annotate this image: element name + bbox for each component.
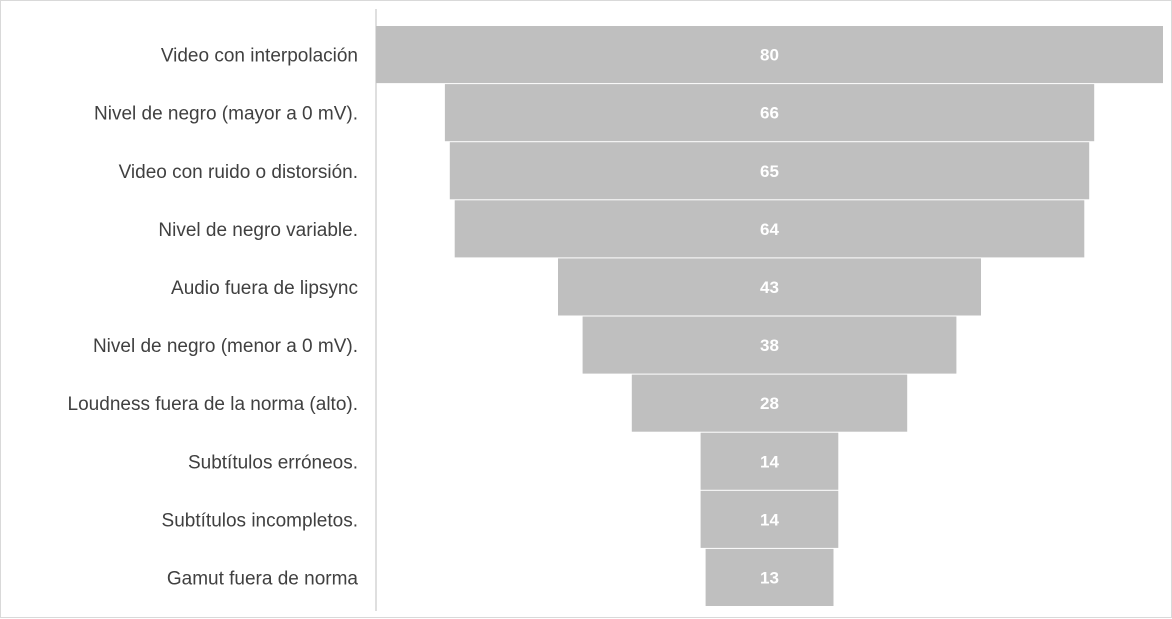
funnel-bar: [631, 374, 908, 432]
category-label: Subtítulos incompletos.: [162, 510, 358, 531]
funnel-bar: [700, 432, 839, 490]
funnel-bar: [444, 84, 1095, 142]
bar-value-label: 80: [760, 46, 779, 65]
bar-value-label: 13: [760, 568, 779, 587]
category-label: Loudness fuera de la norma (alto).: [68, 394, 358, 415]
funnel-bar: [700, 490, 839, 548]
category-label: Nivel de negro (mayor a 0 mV).: [94, 104, 358, 125]
funnel-bar: [376, 26, 1163, 84]
category-label: Subtítulos erróneos.: [188, 452, 358, 473]
funnel-bar: [705, 548, 834, 606]
category-label: Audio fuera de lipsync: [171, 278, 358, 299]
bar-value-label: 38: [760, 336, 779, 355]
bar-value-label: 43: [760, 278, 779, 297]
bar-value-label: 65: [760, 162, 779, 181]
bar-value-label: 64: [760, 220, 779, 239]
funnel-bar: [582, 316, 957, 374]
bar-value-label: 14: [760, 452, 779, 471]
funnel-bar: [558, 258, 981, 316]
category-label: Nivel de negro (menor a 0 mV).: [93, 336, 358, 357]
bar-value-label: 66: [760, 104, 779, 123]
labels-layer: 80 Video con interpolación 66 Nivel de negr…: [68, 46, 780, 590]
funnel-bar: [449, 142, 1090, 200]
funnel-bar: [454, 200, 1085, 258]
bars-layer: [376, 26, 1163, 606]
bar-value-label: 28: [760, 394, 779, 413]
bar-value-label: 14: [760, 510, 779, 529]
category-label: Video con interpolación: [161, 46, 358, 67]
category-label: Gamut fuera de norma: [167, 568, 359, 589]
category-label: Nivel de negro variable.: [158, 220, 358, 241]
category-label: Video con ruido o distorsión.: [119, 162, 358, 183]
